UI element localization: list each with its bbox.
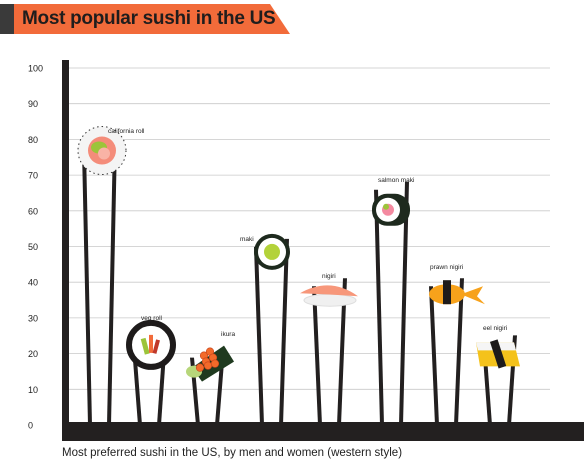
y-tick-label: 40 (28, 278, 38, 288)
category-label: prawn nigiri (430, 264, 463, 271)
bar-maki: maki (240, 233, 290, 425)
y-tick-label: 70 (28, 171, 38, 181)
category-label: ikura (221, 331, 235, 338)
chopstick-left (429, 286, 439, 425)
bar-salmon-maki: salmon maki (372, 177, 414, 425)
y-tick-label: 90 (28, 99, 38, 109)
bar-prawn-nigiri: prawn nigiri (429, 264, 485, 425)
bar-veg-roll: veg roll (126, 315, 176, 425)
x-axis-base (62, 422, 584, 441)
bar-eel-nigiri: eel nigiri (476, 325, 520, 425)
y-tick-label: 30 (28, 313, 38, 323)
bar-ikura: ikura (186, 331, 235, 425)
bar-california-roll: california roll (77, 126, 145, 426)
category-label: california roll (108, 128, 145, 135)
y-tick-label: 60 (28, 206, 38, 216)
bar-nigiri: nigiri (300, 273, 358, 425)
category-label: maki (240, 236, 254, 243)
chopstick-left (312, 286, 322, 425)
category-label: salmon maki (378, 177, 414, 184)
y-tick-label: 10 (28, 385, 38, 395)
chopstick-left (374, 189, 384, 425)
chopstick-right (337, 278, 347, 425)
nigiri-icon (300, 285, 358, 307)
california-roll-icon (77, 126, 127, 176)
chopstick-left (254, 246, 264, 425)
chopstick-right (454, 278, 464, 425)
veg-roll-icon (126, 319, 176, 370)
banner-ribbon (14, 4, 290, 34)
chopstick-right (399, 181, 409, 425)
y-axis (62, 60, 69, 425)
y-tick-label: 100 (28, 64, 43, 74)
y-tick-label: 20 (28, 349, 38, 359)
ikura-icon (186, 345, 234, 382)
y-tick-label: 0 (28, 421, 33, 431)
banner-left-strip (0, 4, 14, 34)
chopstick-left (82, 150, 92, 426)
category-label: nigiri (322, 273, 336, 280)
prawn-nigiri-icon (429, 280, 485, 305)
chart-title: Most popular sushi in the US (22, 8, 276, 29)
title-banner (0, 4, 290, 34)
eel-nigiri-icon (476, 339, 520, 369)
maki-icon (254, 233, 290, 270)
category-label: eel nigiri (483, 325, 507, 332)
y-tick-label: 80 (28, 135, 38, 145)
category-label: veg roll (141, 315, 163, 322)
chopstick-right (279, 238, 289, 425)
chopstick-right (107, 142, 117, 426)
chopstick-left (132, 346, 142, 425)
chart-caption: Most preferred sushi in the US, by men a… (62, 447, 403, 459)
y-tick-label: 50 (28, 242, 38, 252)
salmon-maki-icon (372, 193, 410, 226)
